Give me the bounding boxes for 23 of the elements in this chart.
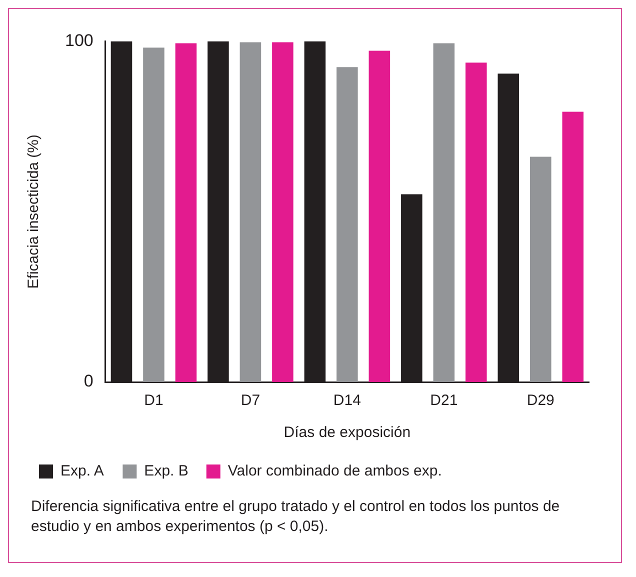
y-axis-title: Eficacia insecticida (%): [25, 134, 42, 289]
x-axis-title: Días de exposición: [284, 424, 411, 442]
bar: [466, 62, 487, 382]
bar: [240, 42, 262, 382]
y-tick-label: 0: [84, 372, 94, 391]
bar: [143, 48, 164, 382]
text: Diferencia significativa entre el grupo tratado y el control en todos los puntos de estudio y en ambos experimentos (p < 0,05).: [31, 497, 561, 536]
bar: [433, 43, 455, 382]
legend-label: Valor combinado de ambos exp.: [228, 462, 442, 480]
x-tick-label: D29: [526, 392, 554, 410]
x-tick-label: D21: [430, 392, 458, 410]
x-tick-label: D1: [144, 392, 164, 410]
bar: [272, 42, 294, 382]
x-tick-label: D14: [333, 392, 361, 410]
y-tick-label: 100: [64, 30, 94, 50]
bar: [530, 156, 552, 382]
bar: [368, 50, 390, 382]
legend-label: Exp. A: [60, 462, 104, 480]
x-tick-label: D7: [240, 392, 260, 410]
bar: [336, 67, 358, 382]
legend-label: Exp. B: [144, 462, 188, 480]
bar: [175, 43, 197, 382]
bar: [562, 112, 584, 382]
